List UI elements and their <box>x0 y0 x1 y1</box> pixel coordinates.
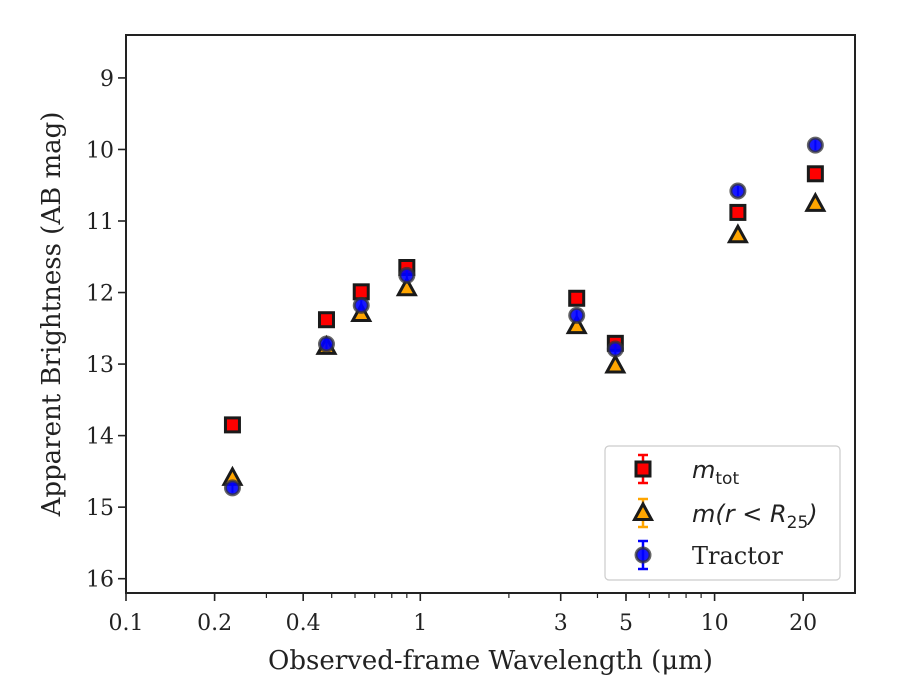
y-tick-label: 14 <box>86 425 114 450</box>
x-tick-label: 3 <box>554 611 568 636</box>
series-circle <box>223 136 824 497</box>
data-point-square <box>223 416 241 434</box>
x-tick-label: 5 <box>619 611 633 636</box>
data-point-circle <box>352 296 370 314</box>
data-point-triangle <box>726 223 749 244</box>
y-tick-label: 16 <box>86 568 114 593</box>
x-tick-label: 1 <box>413 611 427 636</box>
legend-mr25-sub: 25 <box>787 513 809 533</box>
data-point-circle <box>223 479 241 497</box>
data-point-square <box>317 311 335 329</box>
legend-label-tractor: Tractor <box>692 542 783 570</box>
x-axis-ticks: 0.1 0.2 0.4 1 3 5 10 20 <box>109 593 817 636</box>
data-point-square <box>568 289 586 307</box>
data-point-circle <box>729 182 747 200</box>
y-tick-label: 12 <box>86 282 114 307</box>
x-tick-label: 0.1 <box>109 611 144 636</box>
series-square <box>223 165 824 434</box>
legend-marker-square <box>634 460 652 478</box>
plot-frame <box>125 34 856 594</box>
legend-marker-triangle <box>631 500 655 521</box>
data-point-circle <box>317 335 335 353</box>
data-point-square <box>806 165 824 183</box>
data-point-triangle <box>604 353 627 374</box>
x-axis-title: Observed-frame Wavelength (μm) <box>268 646 713 676</box>
legend: mtot m(r < R25) Tractor <box>604 445 841 581</box>
x-tick-label: 0.4 <box>286 611 321 636</box>
y-tick-label: 10 <box>86 138 114 163</box>
legend-markers <box>631 453 655 571</box>
data-point-square <box>352 283 370 301</box>
y-axis-title: Apparent Brightness (AB mag) <box>37 112 67 518</box>
data-point-triangle <box>565 314 588 335</box>
y-tick-label: 15 <box>86 496 114 521</box>
legend-mtot-main: m <box>692 456 715 484</box>
legend-marker-circle <box>634 546 652 564</box>
x-tick-label: 0.2 <box>197 611 232 636</box>
data-point-circle <box>398 266 416 284</box>
data-point-triangle <box>804 191 827 212</box>
legend-mr25-main: m(r < R <box>692 500 787 528</box>
series-triangle <box>221 191 827 486</box>
y-tick-label: 13 <box>86 353 114 378</box>
legend-label-mr25: m(r < R25) <box>692 500 818 533</box>
y-tick-label: 9 <box>100 67 114 92</box>
legend-mtot-sub: tot <box>715 469 739 489</box>
legend-mr25-end: ) <box>806 500 817 528</box>
x-tick-label: 20 <box>789 611 817 636</box>
data-series <box>221 136 827 497</box>
y-axis-ticks: 9 10 11 12 13 14 15 16 <box>86 67 126 593</box>
x-tick-label: 10 <box>701 611 729 636</box>
data-point-circle <box>606 340 624 358</box>
y-tick-label: 11 <box>86 210 114 235</box>
data-point-circle <box>806 136 824 154</box>
data-point-circle <box>568 306 586 324</box>
legend-box <box>604 445 841 581</box>
legend-label-mtot: mtot <box>692 456 739 489</box>
data-point-triangle <box>395 276 418 297</box>
data-point-square <box>729 203 747 221</box>
